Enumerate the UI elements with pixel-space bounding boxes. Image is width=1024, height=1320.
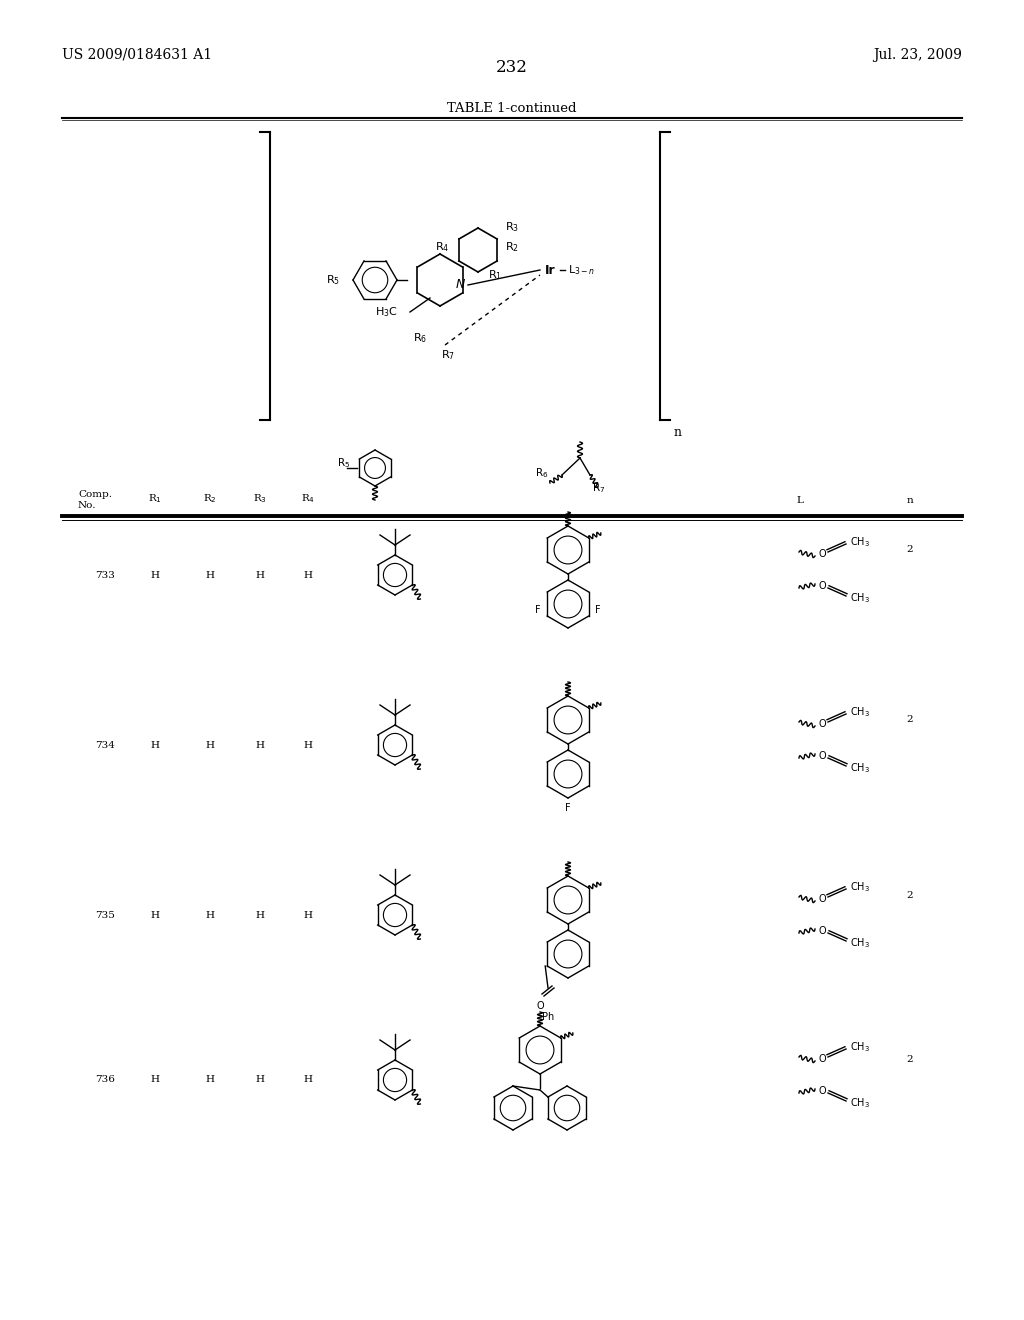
Text: CH$_3$: CH$_3$	[850, 880, 870, 894]
Text: H: H	[303, 741, 312, 750]
Text: 735: 735	[95, 911, 115, 920]
Text: F: F	[595, 605, 601, 615]
Text: N: N	[456, 279, 465, 292]
Text: H: H	[256, 1076, 264, 1085]
Text: R$_5$: R$_5$	[326, 273, 340, 286]
Text: O: O	[818, 1086, 825, 1096]
Text: CH$_3$: CH$_3$	[850, 591, 870, 605]
Text: 2: 2	[906, 1056, 913, 1064]
Text: H: H	[303, 1076, 312, 1085]
Text: H$_3$C: H$_3$C	[375, 305, 398, 319]
Text: R$_1$: R$_1$	[148, 492, 162, 506]
Text: R$_4$: R$_4$	[301, 492, 315, 506]
Text: O: O	[818, 751, 825, 762]
Text: O: O	[537, 1001, 544, 1011]
Text: O: O	[818, 719, 825, 729]
Text: O: O	[818, 549, 825, 558]
Text: R$_2$: R$_2$	[505, 240, 519, 253]
Text: 232: 232	[496, 59, 528, 77]
Text: R$_2$: R$_2$	[203, 492, 217, 506]
Text: 734: 734	[95, 741, 115, 750]
Text: 733: 733	[95, 570, 115, 579]
Text: L: L	[797, 496, 804, 506]
Text: CH$_3$: CH$_3$	[850, 535, 870, 549]
Text: Ph: Ph	[542, 1012, 554, 1022]
Text: Jul. 23, 2009: Jul. 23, 2009	[873, 48, 962, 62]
Text: Comp.: Comp.	[78, 490, 112, 499]
Text: H: H	[256, 741, 264, 750]
Text: R$_6$: R$_6$	[535, 466, 548, 480]
Text: R$_4$: R$_4$	[435, 240, 450, 253]
Text: H: H	[206, 741, 214, 750]
Text: 2: 2	[906, 545, 913, 554]
Text: F: F	[565, 803, 570, 813]
Text: CH$_3$: CH$_3$	[850, 1096, 870, 1110]
Text: H: H	[256, 570, 264, 579]
Text: Ir: Ir	[545, 264, 555, 276]
Text: R$_7$: R$_7$	[441, 348, 455, 362]
Text: H: H	[256, 911, 264, 920]
Text: H: H	[151, 1076, 160, 1085]
Text: H: H	[151, 570, 160, 579]
Text: TABLE 1-continued: TABLE 1-continued	[447, 102, 577, 115]
Text: US 2009/0184631 A1: US 2009/0184631 A1	[62, 48, 212, 62]
Text: CH$_3$: CH$_3$	[850, 762, 870, 775]
Text: O: O	[818, 581, 825, 591]
Text: CH$_3$: CH$_3$	[850, 705, 870, 719]
Text: L$_{3-n}$: L$_{3-n}$	[568, 263, 595, 277]
Text: H: H	[206, 570, 214, 579]
Text: No.: No.	[78, 502, 96, 510]
Text: n: n	[674, 426, 682, 440]
Text: R$_3$: R$_3$	[505, 220, 519, 234]
Text: R$_5$: R$_5$	[337, 457, 350, 470]
Text: H: H	[303, 911, 312, 920]
Text: H: H	[303, 570, 312, 579]
Text: R$_6$: R$_6$	[413, 331, 427, 345]
Text: H: H	[151, 911, 160, 920]
Text: O: O	[818, 927, 825, 936]
Text: H: H	[206, 911, 214, 920]
Text: O: O	[818, 894, 825, 904]
Text: O: O	[818, 1053, 825, 1064]
Text: H: H	[206, 1076, 214, 1085]
Text: R$_1$: R$_1$	[488, 268, 502, 282]
Text: R$_7$: R$_7$	[592, 480, 605, 495]
Text: F: F	[536, 605, 541, 615]
Text: 736: 736	[95, 1076, 115, 1085]
Text: n: n	[906, 496, 913, 506]
Text: 2: 2	[906, 715, 913, 725]
Text: CH$_3$: CH$_3$	[850, 936, 870, 950]
Text: CH$_3$: CH$_3$	[850, 1040, 870, 1053]
Text: 2: 2	[906, 891, 913, 899]
Text: R$_3$: R$_3$	[253, 492, 267, 506]
Text: H: H	[151, 741, 160, 750]
